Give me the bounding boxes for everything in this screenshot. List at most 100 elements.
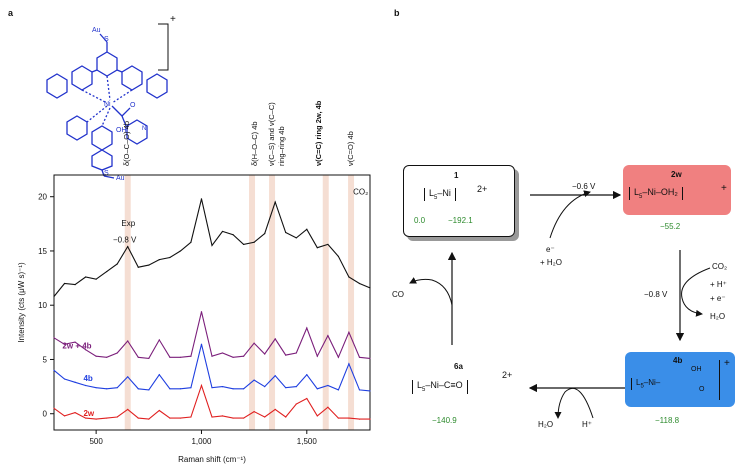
x-tick-label: 1,500 bbox=[297, 437, 318, 446]
series-point-1 bbox=[348, 331, 350, 333]
series-point-0 bbox=[316, 247, 318, 249]
species-6a-value: −140.9 bbox=[432, 416, 457, 425]
y-tick-label: 10 bbox=[38, 301, 47, 310]
series-point-0 bbox=[337, 255, 339, 257]
species-2w-box: 2w L5–Ni–OH₂ + bbox=[623, 165, 731, 215]
series-point-1 bbox=[148, 357, 150, 359]
series-point-3 bbox=[348, 417, 350, 419]
series-point-2 bbox=[285, 387, 287, 389]
molecule-charge: + bbox=[170, 14, 176, 25]
exp-label: Exp bbox=[121, 219, 135, 228]
x-tick-label: 1,000 bbox=[191, 437, 212, 446]
series-point-0 bbox=[53, 295, 55, 298]
step-right-h2o: H₂O bbox=[710, 312, 726, 321]
series-point-3 bbox=[169, 417, 171, 419]
step-top-h2o: + H₂O bbox=[540, 258, 562, 267]
series-point-1 bbox=[74, 341, 76, 343]
cycle-arrows bbox=[409, 190, 711, 419]
series-point-1 bbox=[169, 356, 171, 358]
band-highlight-3 bbox=[322, 175, 329, 430]
species-6a-formula: L5–Ni–C≡O bbox=[412, 380, 468, 394]
species-1-charge: 2+ bbox=[477, 184, 488, 194]
band-label-cc: ν(C=C) ring 2w, 4b bbox=[314, 100, 323, 166]
series-point-2 bbox=[169, 388, 171, 390]
step-bottom-h2o: H₂O bbox=[538, 420, 554, 429]
species-4b-id: 4b bbox=[673, 356, 683, 365]
series-point-0 bbox=[148, 264, 150, 266]
series-point-1 bbox=[295, 352, 297, 354]
series-point-2 bbox=[274, 375, 276, 377]
series-point-0 bbox=[221, 230, 224, 233]
series-point-2 bbox=[369, 390, 371, 392]
series-point-0 bbox=[127, 246, 129, 248]
species-1-value-a: 0.0 bbox=[414, 216, 426, 225]
species-1-box: 1 L5–Ni 2+ 0.0 −192.1 bbox=[403, 165, 515, 237]
series-point-0 bbox=[106, 270, 108, 273]
series-point-0 bbox=[200, 198, 203, 200]
series-point-0 bbox=[295, 237, 297, 239]
species-2w-id: 2w bbox=[671, 170, 682, 179]
t2w-label: 2w bbox=[83, 409, 94, 418]
series-point-1 bbox=[306, 327, 308, 329]
series-point-2 bbox=[179, 388, 181, 390]
species-4b-formula: L5–Ni– bbox=[631, 378, 660, 390]
series-point-2 bbox=[63, 378, 66, 380]
y-tick-label: 5 bbox=[43, 355, 48, 364]
series-point-2 bbox=[221, 385, 224, 388]
series-point-2 bbox=[116, 387, 118, 389]
species-4b-value: −118.8 bbox=[655, 416, 680, 425]
series-point-0 bbox=[348, 276, 350, 278]
series-point-3 bbox=[358, 418, 361, 420]
series-point-2 bbox=[106, 388, 108, 390]
series-point-2 bbox=[158, 374, 160, 376]
series-point-3 bbox=[63, 415, 66, 417]
series-line-1 bbox=[53, 311, 371, 359]
series-point-3 bbox=[274, 408, 276, 410]
series-point-0 bbox=[253, 241, 255, 243]
series-point-3 bbox=[137, 417, 139, 419]
au-bottom-text: Au bbox=[116, 175, 125, 182]
series-point-1 bbox=[264, 353, 266, 355]
s-bottom-text: S bbox=[104, 170, 109, 177]
series-point-2 bbox=[316, 388, 318, 390]
series-point-2 bbox=[74, 381, 76, 383]
species-2w-value: −55.2 bbox=[660, 222, 681, 231]
species-1-id: 1 bbox=[454, 171, 459, 180]
series-point-2 bbox=[295, 385, 297, 388]
step-top-potential: −0.6 V bbox=[572, 182, 596, 191]
au-top-text: Au bbox=[92, 27, 101, 34]
molecule-structure: Au S Ni O OH N S Au bbox=[46, 23, 169, 182]
series-point-1 bbox=[63, 343, 66, 345]
series-point-0 bbox=[274, 201, 276, 203]
series-point-1 bbox=[116, 352, 118, 354]
n-text: N bbox=[142, 126, 146, 132]
series-point-2 bbox=[253, 379, 255, 381]
species-2w-formula: L5–Ni–OH₂ bbox=[629, 187, 683, 200]
band-label-ringring: ring–ring 4b bbox=[277, 126, 286, 166]
y-tick-label: 20 bbox=[38, 193, 47, 202]
band-label-hoc: δ(H–O–C) 4b bbox=[250, 121, 259, 166]
species-6a: 6a L5–Ni–C≡O 2+ bbox=[406, 360, 516, 410]
series-point-3 bbox=[106, 417, 108, 419]
step-top-e: e⁻ bbox=[546, 245, 555, 254]
series-line-3 bbox=[53, 383, 370, 420]
series-point-2 bbox=[95, 387, 97, 389]
series-point-2 bbox=[264, 385, 266, 388]
series-point-1 bbox=[253, 342, 255, 344]
series-point-1 bbox=[274, 338, 276, 340]
ni-text: Ni bbox=[104, 101, 111, 108]
species-6a-charge: 2+ bbox=[502, 370, 513, 380]
band-label-oco: δ(O–C–O) 4b bbox=[122, 120, 131, 166]
series-point-2 bbox=[232, 388, 234, 390]
series-point-0 bbox=[232, 234, 234, 236]
series-point-0 bbox=[74, 283, 76, 286]
series-point-0 bbox=[211, 244, 213, 247]
step-right-e: + e⁻ bbox=[710, 294, 726, 303]
series-point-0 bbox=[369, 287, 371, 289]
species-4b-o: O bbox=[699, 386, 705, 393]
series-point-0 bbox=[306, 228, 308, 230]
series-point-0 bbox=[179, 250, 181, 252]
band-highlight-1 bbox=[249, 175, 256, 430]
series-point-3 bbox=[243, 417, 245, 419]
series-point-3 bbox=[53, 407, 55, 409]
